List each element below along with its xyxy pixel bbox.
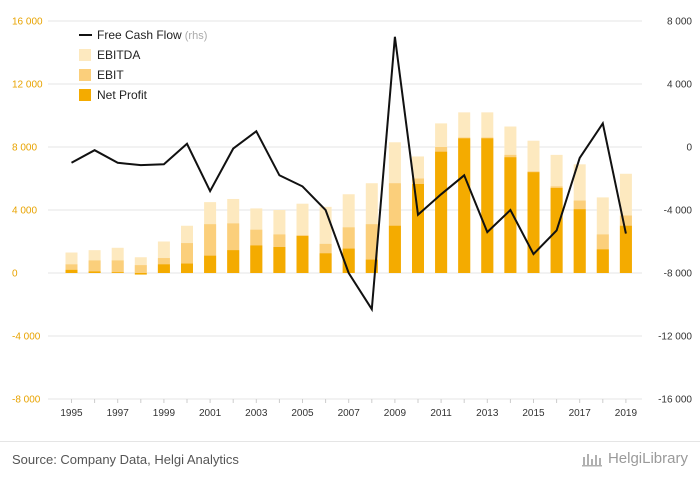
y-left-tick-label: 12 000 (12, 80, 43, 91)
y-right-tick-label: 0 (686, 143, 692, 154)
bar-net-profit (527, 172, 540, 273)
x-tick-label: 2003 (245, 408, 268, 419)
y-right-tick-label: 4 000 (667, 80, 692, 91)
bar-net-profit (134, 273, 147, 275)
bar-net-profit (273, 247, 286, 273)
x-tick-label: 2013 (476, 408, 499, 419)
bar-ebit (88, 260, 101, 273)
x-tick-label: 2007 (338, 408, 361, 419)
source-note: Source: Company Data, Helgi Analytics (12, 452, 239, 467)
bar-net-profit (204, 255, 217, 273)
y-left-tick-label: 0 (12, 269, 18, 280)
legend-swatch (79, 49, 91, 61)
x-tick-label: 2017 (569, 408, 592, 419)
bar-net-profit (573, 209, 586, 273)
bar-series (65, 112, 632, 275)
x-tick-label: 2019 (615, 408, 638, 419)
bar-net-profit (157, 264, 170, 273)
bar-net-profit (111, 272, 124, 273)
footer: Source: Company Data, Helgi Analytics He… (0, 441, 700, 484)
bar-ebit (134, 265, 147, 273)
line-series (71, 36, 627, 313)
x-tick-label: 2005 (291, 408, 314, 419)
bar-net-profit (619, 225, 632, 273)
bar-net-profit (458, 138, 471, 273)
bar-net-profit (596, 249, 609, 273)
y-left-tick-label: -8 000 (12, 395, 41, 406)
y-axis-right: -16 000 -12 000 -8 000 -4 000 0 4 000 8 000 (658, 17, 692, 406)
bar-net-profit (227, 250, 240, 273)
bar-ebit (111, 260, 124, 273)
bar-net-profit (388, 225, 401, 273)
legend-suffix: (rhs) (182, 30, 208, 42)
x-axis: 1995 1997 1999 2001 2003 2005 2007 2009 2011 2013… (60, 399, 637, 419)
y-right-tick-label: -4 000 (664, 206, 693, 217)
x-tick-label: 2001 (199, 408, 222, 419)
bar-net-profit (504, 157, 517, 273)
y-left-tick-label: -4 000 (12, 332, 41, 343)
brand-name: HelgiLibrary (607, 450, 688, 467)
bar-net-profit (319, 253, 332, 273)
bar-net-profit (296, 235, 309, 273)
legend-label: EBIT (97, 68, 124, 82)
legend-swatch (79, 89, 91, 101)
x-tick-label: 2011 (430, 408, 452, 419)
library-icon (581, 453, 602, 466)
y-left-tick-label: 8 000 (12, 143, 37, 154)
chart-area: -8 000 -4 000 0 4 000 8 000 12 000 16 000 -16 … (12, 17, 692, 420)
brand-logo[interactable]: HelgiLibrary (581, 450, 688, 467)
x-tick-label: 2015 (522, 408, 545, 419)
y-right-tick-label: 8 000 (667, 17, 692, 28)
bar-net-profit (412, 184, 424, 273)
x-tick-label: 1995 (60, 408, 83, 419)
y-axis-left: -8 000 -4 000 0 4 000 8 000 12 000 16 000 (12, 17, 43, 406)
bar-net-profit (181, 263, 193, 273)
legend-swatch (79, 69, 91, 81)
y-left-tick-label: 4 000 (12, 206, 37, 217)
y-right-tick-label: -16 000 (658, 395, 692, 406)
x-tick-label: 1999 (153, 408, 176, 419)
y-right-tick-label: -8 000 (664, 269, 693, 280)
y-left-tick-label: 16 000 (12, 17, 43, 28)
legend-label: Free Cash Flow (rhs) (97, 28, 207, 42)
bar-net-profit (65, 269, 78, 273)
bar-net-profit (250, 245, 263, 273)
line-free-cash-flow (71, 36, 627, 313)
legend-label: EBITDA (97, 48, 140, 62)
legend: Free Cash Flow (rhs) EBITDA EBIT Net Profit (79, 28, 207, 102)
bar-net-profit (88, 271, 101, 273)
bar-ebit (65, 264, 78, 273)
bar-net-profit (435, 151, 448, 273)
x-tick-label: 1997 (107, 408, 130, 419)
legend-label: Net Profit (97, 88, 148, 102)
y-right-tick-label: -12 000 (658, 332, 692, 343)
x-tick-label: 2009 (384, 408, 407, 419)
bar-net-profit (481, 138, 494, 273)
